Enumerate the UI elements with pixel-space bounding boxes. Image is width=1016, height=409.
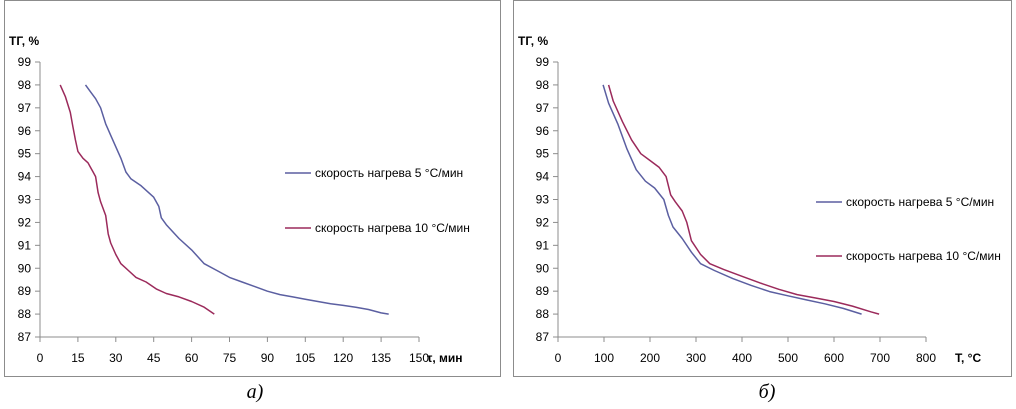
legend-label-2: скорость нагрева 10 °С/мин — [315, 221, 470, 235]
y-tick-label: 98 — [536, 78, 550, 92]
y-tick-label: 89 — [536, 284, 550, 298]
x-tick-label: 200 — [640, 351, 660, 365]
x-tick-label: 300 — [686, 351, 706, 365]
x-tick-label: 150 — [409, 351, 429, 365]
x-axis-label: τ, мин — [427, 351, 463, 365]
x-tick-label: 105 — [295, 351, 315, 365]
x-tick-label: 45 — [147, 351, 161, 365]
x-tick-label: 75 — [223, 351, 237, 365]
y-tick-label: 96 — [536, 124, 550, 138]
x-tick-label: 60 — [185, 351, 199, 365]
series-line-1 — [84, 84, 389, 315]
x-tick-label: 135 — [371, 351, 391, 365]
x-tick-label: 700 — [870, 351, 890, 365]
y-tick-label: 90 — [18, 261, 32, 275]
y-tick-label: 94 — [18, 170, 32, 184]
y-tick-label: 87 — [18, 330, 32, 344]
x-tick-label: 15 — [71, 351, 85, 365]
y-tick-label: 89 — [18, 284, 32, 298]
x-tick-label: 500 — [778, 351, 798, 365]
legend-label-1: скорость нагрева 5 °С/мин — [846, 195, 994, 209]
legend-label-2: скорость нагрева 10 °С/мин — [846, 249, 1001, 263]
y-tick-label: 91 — [536, 238, 550, 252]
y-tick-label: 97 — [536, 101, 550, 115]
y-tick-label: 90 — [536, 261, 550, 275]
series-line-2 — [607, 84, 880, 315]
y-tick-label: 93 — [536, 193, 550, 207]
y-tick-label: 98 — [18, 78, 32, 92]
x-tick-label: 90 — [261, 351, 275, 365]
y-tick-label: 91 — [18, 238, 32, 252]
y-tick-label: 97 — [18, 101, 32, 115]
x-tick-label: 100 — [594, 351, 614, 365]
y-tick-label: 92 — [18, 215, 32, 229]
y-tick-label: 96 — [18, 124, 32, 138]
chart-panel-a: 87 88 89 90 91 92 93 94 95 96 97 98 99 0 15 30 45 60 75 90 1… — [4, 0, 501, 377]
y-tick-label: 94 — [536, 170, 550, 184]
legend-label-1: скорость нагрева 5 °С/мин — [315, 166, 463, 180]
y-tick-label: 87 — [536, 330, 550, 344]
y-tick-label: 88 — [536, 307, 550, 321]
y-tick-label: 99 — [18, 55, 32, 69]
x-tick-label: 600 — [824, 351, 844, 365]
caption-a: а) — [246, 381, 264, 403]
x-tick-label: 400 — [732, 351, 752, 365]
series-line-2 — [59, 84, 215, 315]
y-tick-label: 88 — [18, 307, 32, 321]
y-tick-label: 93 — [18, 193, 32, 207]
x-tick-label: 800 — [916, 351, 936, 365]
y-axis-label: ТГ, % — [518, 34, 548, 48]
x-tick-label: 120 — [333, 351, 353, 365]
chart-panel-b: 87 88 89 90 91 92 93 94 95 96 97 98 99 0 100 200 300 400 5… — [513, 0, 1012, 377]
y-tick-label: 92 — [536, 215, 550, 229]
x-tick-label: 0 — [555, 351, 562, 365]
y-tick-label: 95 — [536, 147, 550, 161]
chart-a-svg: 87 88 89 90 91 92 93 94 95 96 97 98 99 0 15 30 45 60 75 90 1… — [9, 34, 470, 365]
caption-b: б) — [758, 381, 776, 403]
y-axis-label: ТГ, % — [9, 34, 39, 48]
series-line-1 — [602, 84, 862, 315]
y-tick-label: 99 — [536, 55, 550, 69]
x-tick-label: 0 — [37, 351, 44, 365]
x-tick-label: 30 — [109, 351, 123, 365]
y-tick-label: 95 — [18, 147, 32, 161]
x-axis-label: T, °C — [955, 351, 981, 365]
chart-b-svg: 87 88 89 90 91 92 93 94 95 96 97 98 99 0 100 200 300 400 5… — [518, 34, 1001, 365]
